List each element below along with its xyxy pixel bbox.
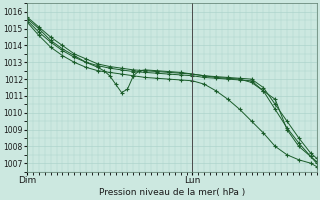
X-axis label: Pression niveau de la mer( hPa ): Pression niveau de la mer( hPa ) bbox=[99, 188, 245, 197]
